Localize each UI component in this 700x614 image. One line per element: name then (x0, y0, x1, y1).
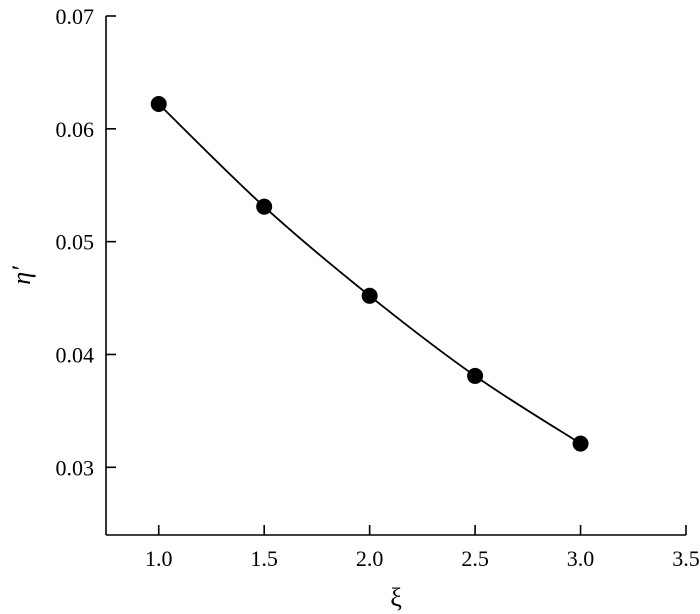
y-axis-title: η′ (7, 266, 36, 285)
x-tick-label: 3.5 (672, 546, 700, 571)
y-tick-label: 0.03 (56, 455, 95, 480)
data-point (467, 367, 484, 384)
x-axis-title: ξ (390, 583, 402, 612)
data-point (256, 198, 273, 215)
y-tick-label: 0.05 (56, 230, 95, 255)
x-tick-label: 1.0 (145, 546, 173, 571)
x-tick-label: 2.5 (461, 546, 489, 571)
x-tick-label: 3.0 (567, 546, 595, 571)
series-line (158, 103, 582, 445)
y-tick-label: 0.06 (56, 117, 95, 142)
data-point (572, 435, 589, 452)
x-tick-label: 1.5 (250, 546, 278, 571)
data-point (150, 96, 167, 113)
series-group (150, 96, 589, 452)
x-tick-label: 2.0 (356, 546, 384, 571)
x-ticks: 1.0 1.5 2.0 2.5 3.0 3.5 (145, 525, 700, 571)
y-tick-label: 0.04 (56, 342, 95, 367)
y-ticks: 0.03 0.04 0.05 0.06 0.07 (56, 4, 116, 480)
axes (105, 16, 686, 536)
data-point (361, 287, 378, 304)
y-tick-label: 0.07 (56, 4, 95, 29)
